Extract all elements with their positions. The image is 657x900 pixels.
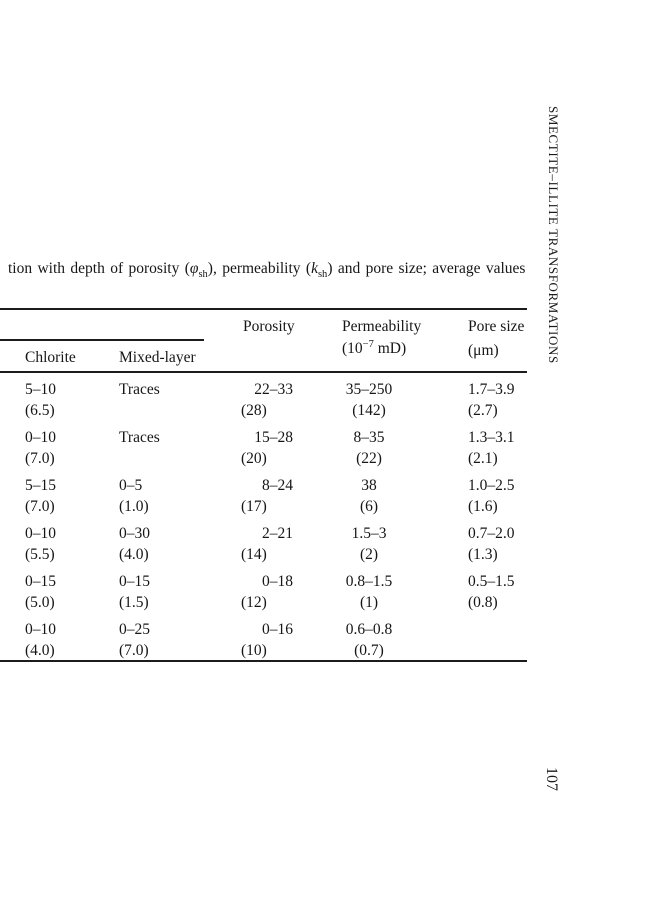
table-row: 5–10 (6.5) Traces 22–33 (28) 35–250 (142) 1… xyxy=(0,379,527,425)
cell-pore-size: 1.0–2.5 (1.6) xyxy=(468,477,515,515)
table-top-rule xyxy=(0,308,527,310)
cell-mixed-layer: Traces xyxy=(119,381,160,398)
column-header-permeability: Permeability xyxy=(342,318,422,335)
cell-chlorite: 0–10 (5.5) xyxy=(25,525,56,563)
table-row: 5–15 (7.0) 0–5 (1.0) 8–24 (17) 38 (6) 1.0–2.… xyxy=(0,475,527,521)
table-caption: tion with depth of porosity (φsh), perme… xyxy=(8,259,548,281)
cell-mixed-layer: 0–25 (7.0) xyxy=(119,621,150,659)
phi-symbol: φ xyxy=(189,260,199,277)
column-header-pore-size-unit: (μm) xyxy=(468,342,499,359)
cell-chlorite: 5–10 (6.5) xyxy=(25,381,56,419)
column-header-porosity: Porosity xyxy=(243,318,295,335)
cell-pore-size: 1.3–3.1 (2.1) xyxy=(468,429,515,467)
k-subscript: sh xyxy=(317,269,328,281)
table-header-rule xyxy=(0,371,527,373)
caption-text-1: tion with depth of porosity ( xyxy=(8,260,190,277)
table-row: 0–10 (7.0) Traces 15–28 (20) 8–35 (22) 1.3–… xyxy=(0,427,527,473)
cell-porosity: 15–28 (20) xyxy=(241,429,293,467)
column-header-mixed-layer: Mixed-layer xyxy=(119,349,196,366)
phi-subscript: sh xyxy=(198,269,208,281)
cell-chlorite: 0–10 (4.0) xyxy=(25,621,56,659)
cell-pore-size: 0.7–2.0 (1.3) xyxy=(468,525,515,563)
table-row: 0–10 (4.0) 0–25 (7.0) 0–16 (10) 0.6–0.8 (0.7… xyxy=(0,619,527,665)
cell-chlorite: 5–15 (7.0) xyxy=(25,477,56,515)
cell-porosity: 0–18 (12) xyxy=(241,573,293,611)
cell-permeability: 35–250 (142) xyxy=(345,381,393,419)
table-row: 0–10 (5.5) 0–30 (4.0) 2–21 (14) 1.5–3 (2) 0.… xyxy=(0,523,527,569)
k-symbol: k xyxy=(311,260,318,277)
cell-permeability: 0.6–0.8 (0.7) xyxy=(345,621,393,659)
cell-permeability: 8–35 (22) xyxy=(353,429,385,467)
cell-mixed-layer: 0–30 (4.0) xyxy=(119,525,150,563)
permeability-exponent: −7 xyxy=(362,338,374,350)
column-header-permeability-unit: (10−7 mD) xyxy=(342,338,407,357)
cell-pore-size: 0.5–1.5 (0.8) xyxy=(468,573,515,611)
cell-porosity: 0–16 (10) xyxy=(241,621,293,659)
column-header-chlorite: Chlorite xyxy=(25,349,76,366)
table-row: 0–15 (5.0) 0–15 (1.5) 0–18 (12) 0.8–1.5 (1) … xyxy=(0,571,527,617)
cell-mixed-layer: Traces xyxy=(119,429,160,446)
cell-chlorite: 0–15 (5.0) xyxy=(25,573,56,611)
clay-minerals-group-rule xyxy=(0,339,204,341)
cell-porosity: 2–21 (14) xyxy=(241,525,293,563)
caption-text-2: ), permeability ( xyxy=(207,260,312,277)
cell-permeability: 1.5–3 (2) xyxy=(351,525,387,563)
cell-pore-size xyxy=(468,619,534,661)
cell-permeability: 38 (6) xyxy=(359,477,379,515)
cell-permeability: 0.8–1.5 (1) xyxy=(345,573,393,611)
running-head: SMECTITE–ILLITE TRANSFORMATIONS xyxy=(546,106,561,364)
cell-pore-size: 1.7–3.9 (2.7) xyxy=(468,381,515,419)
cell-porosity: 8–24 (17) xyxy=(241,477,293,515)
table-bottom-rule xyxy=(0,660,527,662)
column-header-pore-size: Pore size xyxy=(468,318,525,335)
cell-mixed-layer: 0–5 (1.0) xyxy=(119,477,149,515)
page-number: 107 xyxy=(543,767,560,791)
caption-text-3: ) and pore size; average values xyxy=(327,260,526,277)
cell-porosity: 22–33 (28) xyxy=(241,381,293,419)
cell-chlorite: 0–10 (7.0) xyxy=(25,429,56,467)
cell-mixed-layer: 0–15 (1.5) xyxy=(119,573,150,611)
